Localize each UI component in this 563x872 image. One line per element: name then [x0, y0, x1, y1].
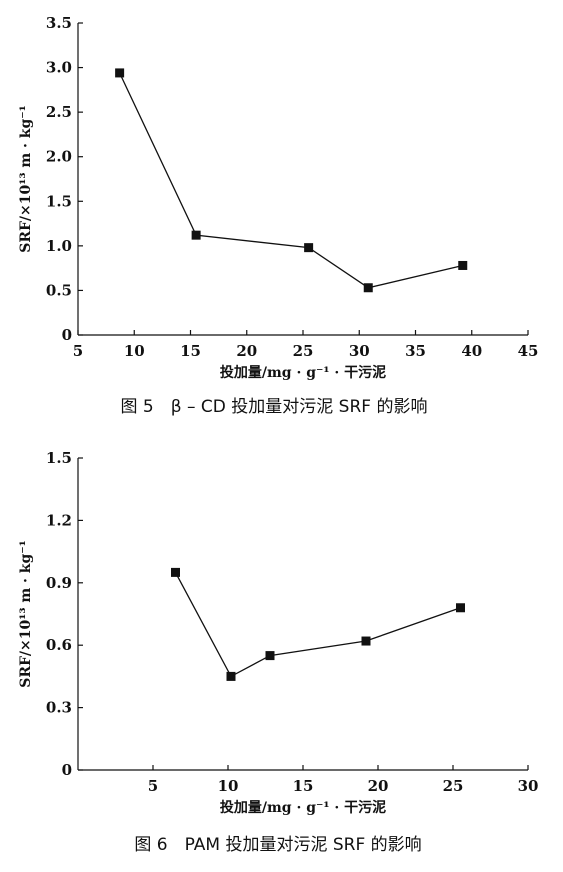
y-tick-label: 0.3	[46, 699, 72, 717]
x-tick-label: 30	[349, 342, 370, 360]
y-tick-label: 1.5	[46, 192, 72, 210]
x-tick-label: 25	[293, 342, 314, 360]
data-point	[171, 567, 180, 577]
figure-caption: 图 5 β – CD 投加量对污泥 SRF 的影响	[121, 397, 428, 417]
x-tick-label: 10	[124, 342, 145, 360]
y-tick-label: 1.0	[46, 237, 72, 255]
figure-caption: 图 6 PAM 投加量对污泥 SRF 的影响	[134, 835, 421, 855]
data-point	[363, 283, 373, 293]
x-tick-label: 25	[443, 777, 464, 795]
data-point	[304, 243, 314, 253]
series-line	[174, 572, 461, 678]
y-tick-label: 2.0	[46, 148, 72, 166]
y-tick-label: 1.2	[46, 511, 72, 529]
x-tick-label: 5	[148, 777, 158, 795]
x-axis-label: 投加量/mg · g⁻¹ · 干污泥	[220, 364, 386, 381]
x-tick-label: 40	[461, 342, 482, 360]
x-tick-label: 5	[73, 342, 83, 360]
series-line	[119, 72, 463, 289]
data-point	[361, 636, 371, 646]
y-tick-label: 3.5	[46, 14, 72, 32]
y-tick-label: 3.0	[46, 59, 72, 77]
data-point	[265, 651, 275, 661]
data-point	[456, 603, 465, 613]
x-tick-label: 10	[218, 777, 239, 795]
chart-srf-beta-cd: 0 0.5 1.0 1.5 2.0 2.5 3.0 3.5 5 10 15 20 25 30 35 40 45 投…	[18, 14, 539, 417]
x-tick-label: 35	[405, 342, 426, 360]
y-tick-label: 2.5	[46, 103, 72, 121]
y-tick-label: 0.5	[46, 281, 72, 299]
y-tick-label: 0	[62, 761, 72, 779]
x-axis-label: 投加量/mg · g⁻¹ · 干污泥	[220, 799, 386, 816]
data-point	[458, 260, 468, 270]
x-tick-label: 30	[518, 777, 539, 795]
y-axis-label: SRF/×10¹³ m · kg⁻¹	[18, 540, 34, 688]
data-point	[191, 230, 201, 240]
x-tick-label: 20	[236, 342, 257, 360]
y-tick-label: 1.5	[46, 449, 72, 467]
y-tick-label: 0.6	[46, 636, 72, 654]
data-point	[115, 68, 125, 78]
y-axis-label: SRF/×10¹³ m · kg⁻¹	[18, 105, 34, 253]
chart-srf-pam: 0 0.3 0.6 0.9 1.2 1.5 5 10 15 20 25 30 投加量/mg · g⁻¹ …	[18, 449, 539, 855]
x-tick-label: 15	[293, 777, 314, 795]
data-point	[226, 671, 236, 681]
x-tick-label: 15	[180, 342, 201, 360]
y-tick-label: 0	[62, 326, 72, 344]
x-tick-label: 20	[368, 777, 389, 795]
x-tick-label: 45	[518, 342, 539, 360]
y-tick-label: 0.9	[46, 574, 72, 592]
